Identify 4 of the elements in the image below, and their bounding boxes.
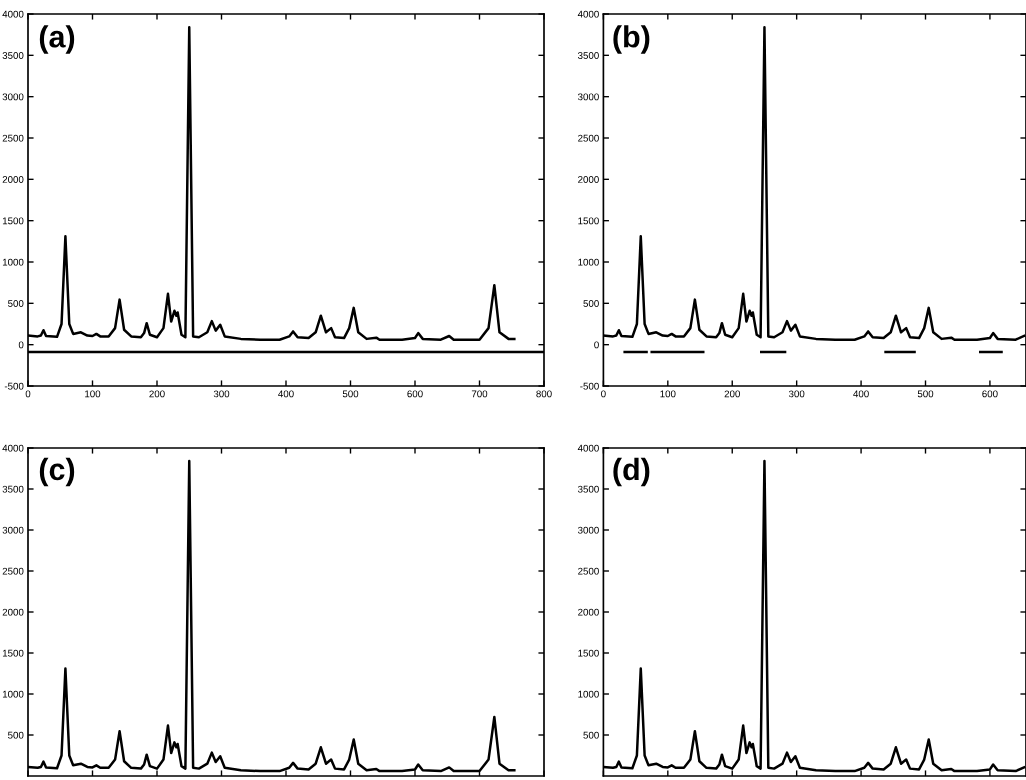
- chart-title: (d): [613, 457, 650, 487]
- chart-title: (b): [613, 25, 650, 54]
- chart-title: (a): [39, 25, 75, 54]
- chart-title: (c): [39, 457, 75, 487]
